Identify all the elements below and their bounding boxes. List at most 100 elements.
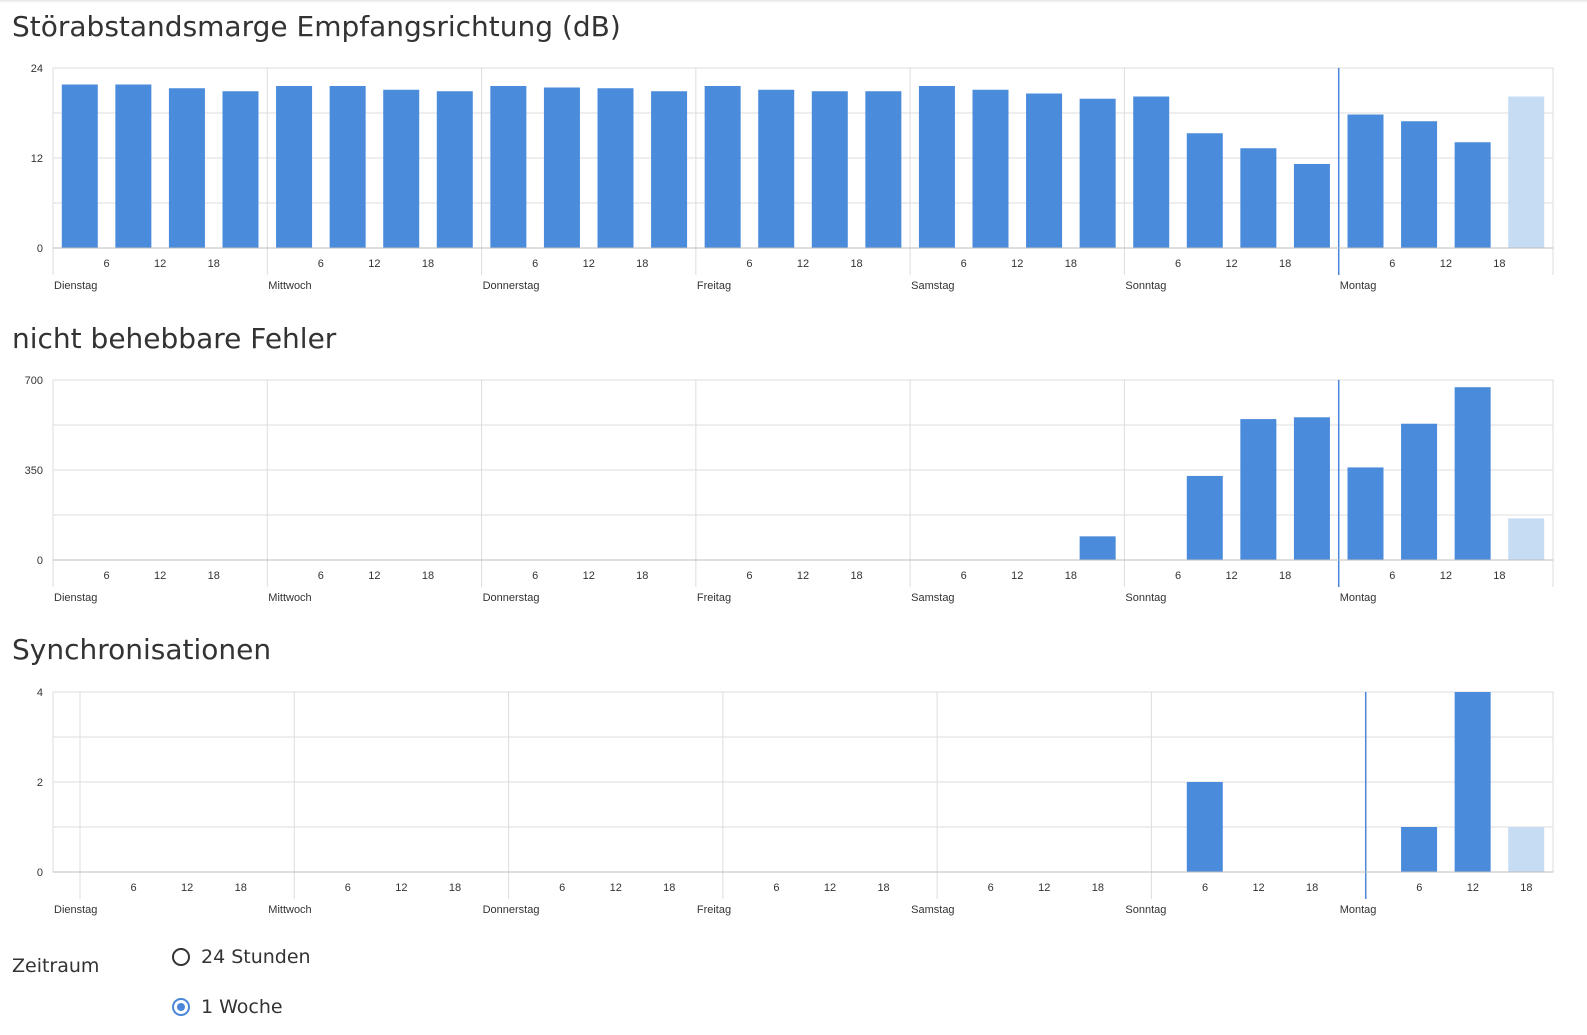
x-tick-label: 12: [797, 258, 809, 270]
x-tick-label: 18: [449, 882, 461, 894]
chart-title-snr: Störabstandsmarge Empfangsrichtung (dB): [12, 10, 621, 43]
x-tick-label: 6: [1175, 570, 1181, 582]
x-tick-label: 6: [746, 570, 752, 582]
day-label: Mittwoch: [268, 592, 311, 604]
top-shadow: [0, 0, 1587, 3]
x-tick-label: 12: [583, 258, 595, 270]
x-tick-label: 6: [773, 882, 779, 894]
bar: [1401, 121, 1438, 248]
x-tick-label: 6: [1175, 258, 1181, 270]
bar: [1454, 387, 1491, 560]
bar: [1454, 142, 1491, 248]
x-tick-label: 6: [104, 258, 110, 270]
day-label: Freitag: [697, 592, 731, 604]
bar: [1454, 692, 1491, 872]
x-tick-label: 18: [1520, 882, 1532, 894]
bar: [1508, 96, 1545, 248]
day-label: Dienstag: [54, 592, 97, 604]
bar: [1508, 518, 1545, 560]
bar: [758, 89, 795, 248]
x-tick-label: 12: [1038, 882, 1050, 894]
day-label: Samstag: [911, 904, 954, 916]
x-tick-label: 6: [532, 570, 538, 582]
day-label: Donnerstag: [483, 280, 540, 292]
x-tick-label: 12: [1011, 258, 1023, 270]
x-tick-label: 18: [1279, 258, 1291, 270]
y-tick-label: 0: [37, 867, 43, 879]
day-label: Sonntag: [1125, 904, 1166, 916]
bar: [1508, 827, 1545, 872]
y-tick-label: 700: [25, 375, 43, 387]
x-tick-label: 12: [824, 882, 836, 894]
bar: [1079, 536, 1116, 560]
bar: [1186, 133, 1223, 248]
day-label: Mittwoch: [268, 904, 311, 916]
day-label: Dienstag: [54, 904, 97, 916]
y-tick-label: 4: [37, 687, 43, 699]
bar: [1347, 114, 1384, 248]
x-tick-label: 6: [988, 882, 994, 894]
bar: [222, 91, 259, 248]
radio-1-week[interactable]: 1 Woche: [172, 996, 283, 1018]
period-label: Zeitraum: [12, 955, 100, 977]
x-tick-label: 6: [1389, 570, 1395, 582]
radio-circle-icon[interactable]: [172, 948, 190, 966]
x-tick-label: 12: [154, 258, 166, 270]
x-tick-label: 18: [1065, 258, 1077, 270]
y-tick-label: 0: [37, 555, 43, 567]
x-tick-label: 18: [422, 258, 434, 270]
bar: [490, 86, 527, 248]
y-tick-label: 24: [31, 63, 43, 75]
bar: [276, 86, 313, 248]
bar: [811, 91, 848, 248]
day-label: Montag: [1340, 280, 1377, 292]
day-label: Samstag: [911, 592, 954, 604]
bar: [651, 91, 688, 248]
x-tick-label: 6: [746, 258, 752, 270]
x-tick-label: 18: [850, 570, 862, 582]
bar: [543, 87, 580, 248]
x-tick-label: 12: [1440, 570, 1452, 582]
x-tick-label: 18: [422, 570, 434, 582]
x-tick-label: 18: [1279, 570, 1291, 582]
x-tick-label: 6: [131, 882, 137, 894]
radio-24-hours[interactable]: 24 Stunden: [172, 946, 311, 968]
x-tick-label: 12: [1252, 882, 1264, 894]
x-tick-label: 18: [877, 882, 889, 894]
bar: [1133, 96, 1170, 248]
radio-circle-icon[interactable]: [172, 998, 190, 1016]
bar: [597, 88, 634, 248]
bar: [1186, 782, 1223, 872]
x-tick-label: 6: [532, 258, 538, 270]
x-tick-label: 12: [368, 258, 380, 270]
day-label: Samstag: [911, 280, 954, 292]
x-tick-label: 6: [1416, 882, 1422, 894]
day-label: Sonntag: [1125, 280, 1166, 292]
x-tick-label: 18: [1065, 570, 1077, 582]
day-label: Donnerstag: [483, 592, 540, 604]
bar: [1347, 467, 1384, 560]
y-tick-label: 2: [37, 777, 43, 789]
y-tick-label: 350: [25, 465, 43, 477]
bar: [1401, 423, 1438, 560]
bar: [383, 89, 420, 248]
bar: [1293, 417, 1330, 560]
bar: [1026, 93, 1063, 248]
bar: [115, 84, 152, 248]
x-tick-label: 6: [318, 258, 324, 270]
x-tick-label: 18: [636, 258, 648, 270]
x-tick-label: 18: [636, 570, 648, 582]
x-tick-label: 18: [208, 258, 220, 270]
bar: [1079, 98, 1116, 248]
x-tick-label: 6: [345, 882, 351, 894]
x-tick-label: 6: [961, 258, 967, 270]
day-label: Mittwoch: [268, 280, 311, 292]
bar: [436, 91, 473, 248]
bar: [918, 86, 955, 248]
bar: [1240, 148, 1277, 248]
x-tick-label: 18: [1493, 570, 1505, 582]
x-tick-label: 12: [1225, 258, 1237, 270]
bar: [972, 89, 1009, 248]
x-tick-label: 18: [208, 570, 220, 582]
x-tick-label: 6: [318, 570, 324, 582]
